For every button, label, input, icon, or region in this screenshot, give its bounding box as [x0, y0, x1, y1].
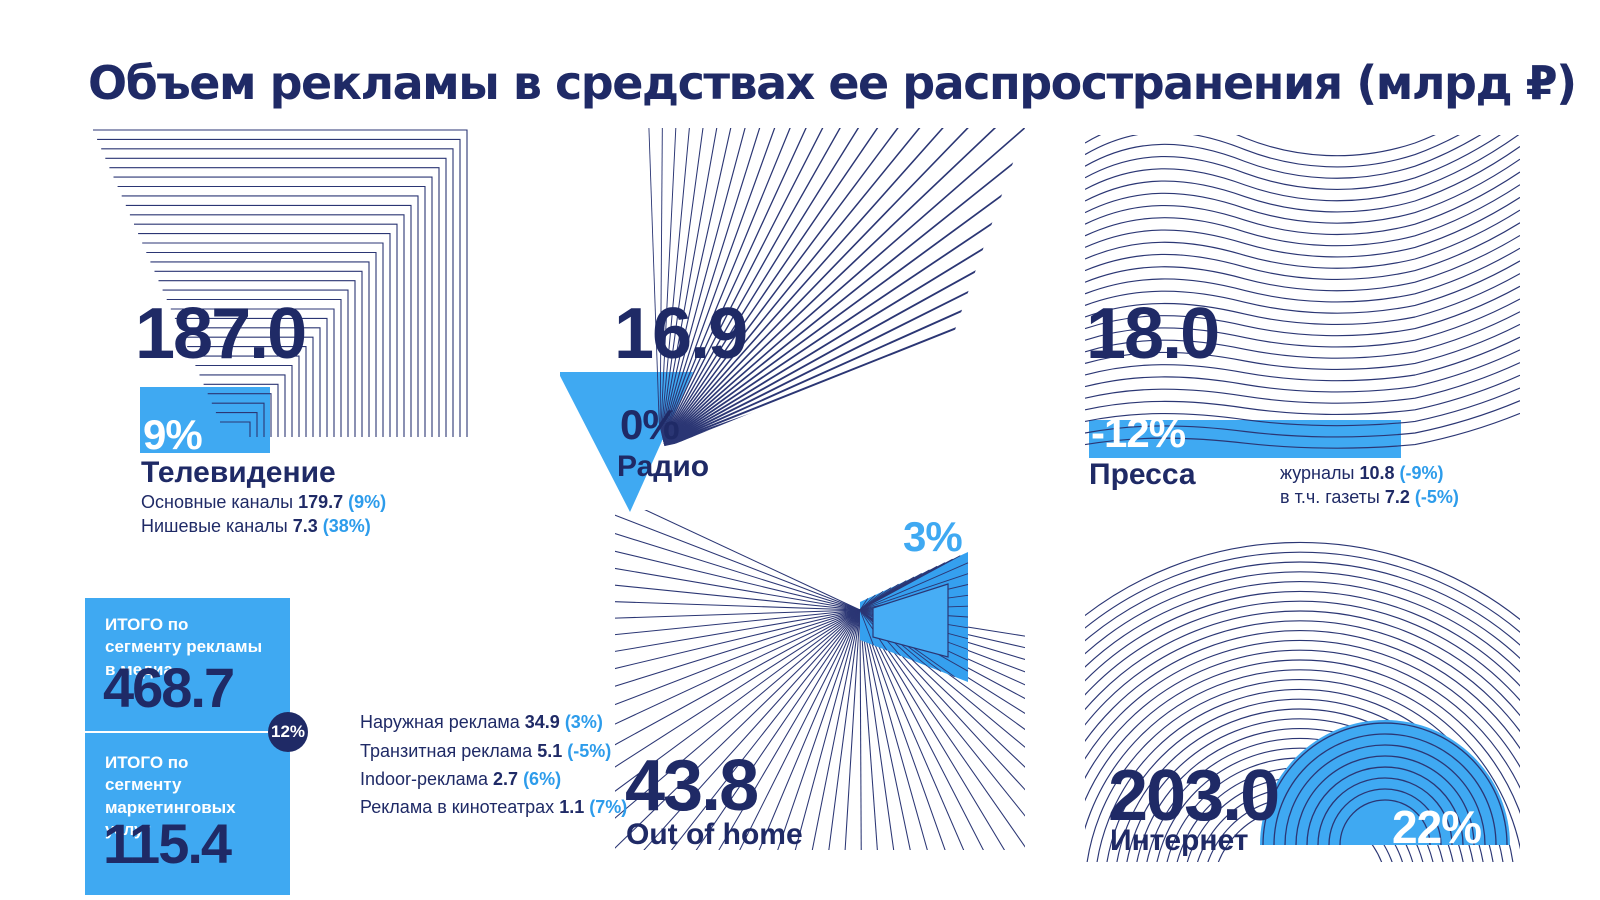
- list-item: журналы 10.8 (-9%): [1280, 463, 1444, 484]
- radio-value: 16.9: [614, 294, 748, 374]
- totals-change-badge: 12%: [268, 712, 308, 752]
- item-label: Транзитная реклама: [360, 741, 533, 761]
- list-item: Транзитная реклама 5.1 (-5%): [360, 741, 611, 762]
- tv-change-badge: 9%: [143, 411, 203, 458]
- list-item: Нишевые каналы 7.3 (38%): [141, 516, 371, 537]
- item-label: Indoor-реклама: [360, 769, 489, 789]
- press-change-badge: -12%: [1091, 409, 1186, 456]
- totals-media-label: ИТОГО по сегменту рекламы в медиа: [105, 615, 263, 679]
- press-wavy-lines-graphic: [1085, 135, 1520, 458]
- totals-media-value: 468.7: [103, 656, 235, 719]
- item-value: 10.8: [1359, 463, 1395, 483]
- item-value: 179.7: [298, 492, 344, 512]
- item-change: (7%): [589, 797, 628, 817]
- tv-value: 187.0: [135, 294, 307, 374]
- press-value: 18.0: [1086, 294, 1220, 374]
- item-value: 5.1: [537, 741, 563, 761]
- item-change: (-5%): [1414, 487, 1459, 507]
- internet-concentric-graphic: [1085, 541, 1520, 862]
- radio-label: Радио: [617, 450, 710, 483]
- item-label: в т.ч. газеты: [1280, 487, 1380, 507]
- item-label: Основные каналы: [141, 492, 294, 512]
- ooh-change-badge: 3%: [903, 513, 963, 560]
- item-change: (-9%): [1399, 463, 1444, 483]
- press-label: Пресса: [1089, 458, 1196, 491]
- list-item: Наружная реклама 34.9 (3%): [360, 712, 603, 733]
- item-change: (6%): [523, 769, 562, 789]
- radio-change-badge: 0%: [620, 401, 680, 448]
- item-label: Наружная реклама: [360, 712, 520, 732]
- list-item: Основные каналы 179.7 (9%): [141, 492, 386, 513]
- page-title: Объем рекламы в средствах ее распростран…: [88, 56, 1577, 110]
- totals-services-value: 115.4: [103, 812, 232, 875]
- item-value: 34.9: [524, 712, 560, 732]
- totals-divider: [85, 731, 290, 733]
- list-item: Indoor-реклама 2.7 (6%): [360, 769, 561, 790]
- internet-label: Интернет: [1110, 824, 1249, 857]
- item-label: Нишевые каналы: [141, 516, 288, 536]
- internet-change-badge: 22%: [1392, 801, 1482, 853]
- item-value: 2.7: [493, 769, 519, 789]
- item-change: (3%): [564, 712, 603, 732]
- tv-nested-lines-graphic: [93, 129, 468, 453]
- item-value: 7.3: [292, 516, 318, 536]
- ooh-label: Out of home: [626, 818, 803, 851]
- item-value: 7.2: [1384, 487, 1410, 507]
- tv-label: Телевидение: [141, 456, 336, 489]
- item-value: 1.1: [559, 797, 585, 817]
- list-item: в т.ч. газеты 7.2 (-5%): [1280, 487, 1459, 508]
- item-change: (9%): [348, 492, 387, 512]
- item-change: (38%): [322, 516, 371, 536]
- list-item: Реклама в кинотеатрах 1.1 (7%): [360, 797, 627, 818]
- totals-panel: ИТОГО по сегменту рекламы в медиа 468.7 …: [85, 598, 308, 895]
- radio-ray-fan-graphic: [560, 128, 1025, 512]
- item-label: Реклама в кинотеатрах: [360, 797, 555, 817]
- ooh-value: 43.8: [625, 746, 759, 826]
- totals-services-label: ИТОГО по сегменту маркетинговых услуг: [105, 753, 236, 840]
- ooh-perspective-graphic: [615, 510, 1025, 850]
- item-change: (-5%): [567, 741, 612, 761]
- item-label: журналы: [1280, 463, 1355, 483]
- internet-value: 203.0: [1108, 756, 1280, 836]
